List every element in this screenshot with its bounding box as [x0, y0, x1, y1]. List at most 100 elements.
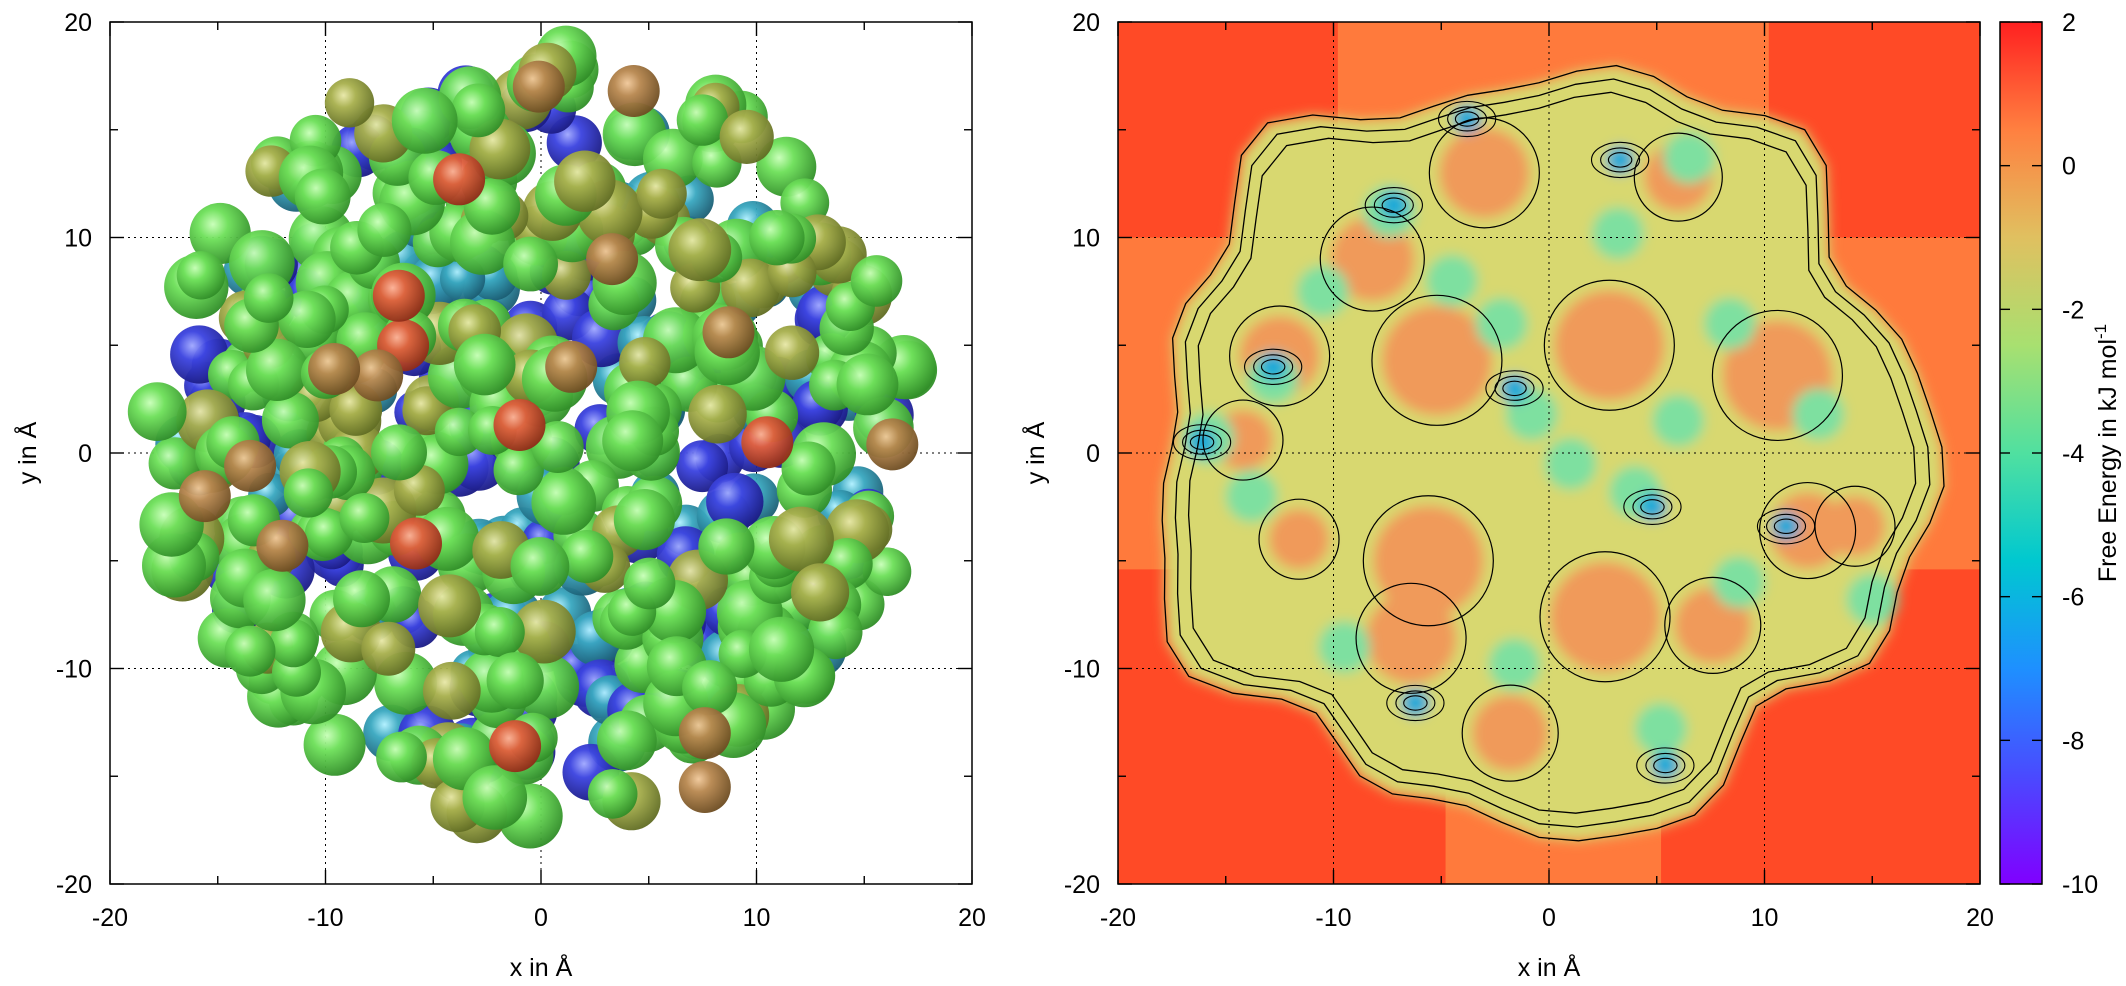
atom-sphere	[371, 424, 427, 481]
heatmap-low-energy-channel	[1635, 702, 1688, 755]
contour-line	[1355, 582, 1467, 694]
atom-sphere	[531, 421, 584, 473]
atom-sphere	[678, 761, 731, 813]
atom-sphere	[719, 109, 774, 164]
contour-line	[1395, 690, 1436, 716]
left-panel-molecule-plot: -20 -10 0 10 20 -20 -10 0 10 20 x in Å y in Å	[12, 9, 986, 982]
heatmap-high-energy-pocket	[1330, 217, 1415, 302]
contour-line	[1244, 348, 1303, 385]
right-y-tick-label: -20	[1064, 871, 1100, 899]
colorbar-title-superscript: -1	[2091, 324, 2110, 339]
left-y-tick-label: 0	[78, 440, 92, 468]
contour-line	[1187, 91, 1917, 814]
heatmap-high-energy-pocket	[1769, 492, 1846, 569]
atom-sphere	[607, 65, 660, 117]
atom-sphere	[422, 661, 481, 720]
atom-sphere	[682, 660, 738, 716]
contour-line	[1758, 481, 1857, 580]
atom-sphere	[418, 574, 482, 638]
atom-sphere	[698, 518, 755, 575]
contour-line	[1428, 117, 1540, 229]
heatmap-low-energy-channel	[1225, 470, 1278, 523]
left-y-tick-label: 20	[64, 9, 92, 37]
colorbar-tick-label: -6	[2062, 584, 2084, 612]
contour-line	[1653, 757, 1678, 774]
contour-line	[1711, 309, 1844, 442]
contour-line	[1633, 132, 1723, 222]
left-tick-marks	[109, 21, 973, 885]
atom-sphere	[676, 440, 729, 493]
atom-sphere	[678, 707, 731, 760]
atom-sphere	[511, 599, 576, 664]
left-y-tick-label: -10	[56, 656, 92, 684]
atom-sphere	[283, 468, 333, 518]
heatmap-low-energy-channel	[1792, 388, 1845, 441]
atom-sphere	[462, 765, 528, 830]
right-x-tick-label: -20	[1100, 904, 1136, 932]
atom-sphere	[764, 325, 820, 380]
right-x-tick-labels: -20 -10 0 10 20	[1100, 904, 1994, 932]
contour-line	[1364, 187, 1423, 224]
contour-line	[1494, 375, 1535, 401]
heatmap-low-energy-channel	[1475, 297, 1528, 350]
heatmap-high-energy-pocket	[1366, 593, 1457, 684]
heatmap-energy-minimum	[1638, 492, 1667, 521]
contour-line	[1181, 429, 1223, 455]
atom-sphere	[224, 625, 276, 677]
atom-sphere	[613, 488, 676, 551]
atom-sphere	[866, 418, 919, 471]
contour-line	[1174, 78, 1931, 828]
atom-sphere	[554, 150, 616, 212]
heatmap-high-energy-pocket	[1472, 695, 1549, 772]
heatmap-low-energy-channel	[1712, 556, 1765, 609]
heatmap-low-energy-channel	[1544, 437, 1597, 490]
left-y-tick-label: -20	[56, 871, 92, 899]
left-x-tick-labels: -20 -10 0 10 20	[92, 904, 986, 932]
atom-sphere	[148, 437, 201, 490]
contour-line	[1381, 197, 1407, 213]
heatmap-high-energy-pocket	[1269, 509, 1330, 570]
colorbar-tick-label: -10	[2062, 871, 2098, 899]
atom-sphere	[836, 353, 899, 416]
contour-line	[1229, 305, 1331, 407]
atom-sphere	[545, 340, 598, 393]
atom-sphere	[493, 444, 544, 496]
contour-line	[1189, 434, 1215, 450]
atom-sphere	[791, 563, 850, 622]
heatmap-energy-minimum	[1379, 191, 1408, 220]
atom-sphere	[489, 720, 542, 773]
colorbar-title: Free Energy in kJ mol-1	[2091, 324, 2122, 582]
contour-line	[1607, 152, 1633, 168]
colorbar-tick-label: -8	[2062, 727, 2084, 755]
heatmap-low-energy-channel	[1296, 265, 1349, 318]
contour-line	[1161, 64, 1945, 842]
right-y-tick-label: 10	[1072, 225, 1100, 253]
atom-sphere	[357, 202, 412, 257]
atom-sphere	[361, 621, 416, 676]
atom-sphere	[749, 210, 805, 266]
colorbar-tick-label: -2	[2062, 296, 2084, 324]
heatmap-high-energy-pocket	[1373, 505, 1484, 616]
left-y-tick-labels: -20 -10 0 10 20	[56, 9, 92, 899]
heatmap-high-energy-pocket	[1381, 305, 1492, 416]
atom-sphere	[261, 391, 319, 449]
contour-line	[1632, 494, 1673, 520]
contour-line	[1437, 100, 1497, 138]
heatmap-high-energy-pocket	[1550, 561, 1661, 672]
atom-sphere	[256, 519, 309, 572]
atom-sphere	[390, 517, 442, 570]
left-x-tick-label: 20	[958, 904, 986, 932]
atom-sphere	[303, 713, 366, 776]
atom-sphere	[176, 251, 226, 300]
contour-line	[1371, 294, 1503, 426]
contour-line	[1664, 576, 1762, 675]
contour-line	[1403, 695, 1428, 711]
right-x-axis-title: x in Å	[1518, 952, 1581, 982]
contour-line	[1373, 192, 1414, 218]
atom-sphere	[748, 616, 815, 682]
heatmap-contours	[1161, 64, 1945, 842]
left-x-axis-title: x in Å	[510, 952, 573, 982]
atom-sphere	[372, 269, 425, 322]
atom-sphere	[376, 731, 427, 783]
atom-sphere	[294, 168, 351, 225]
